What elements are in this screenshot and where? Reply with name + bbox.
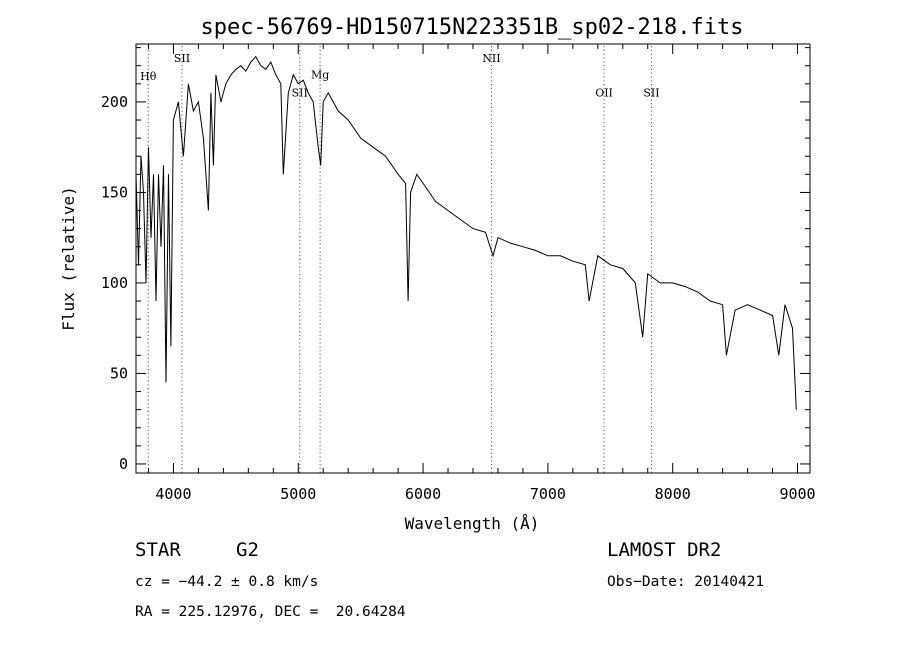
subclass: G2 [236,539,259,561]
y-tick-label-0: 0 [119,455,128,473]
line-marker-label-6: SII [643,86,659,99]
x-tick-label-5: 9000 [779,485,815,503]
redshift-text: cz = −44.2 ± 0.8 km/s [135,574,319,590]
y-tick-label-3: 150 [101,183,128,201]
line-marker-label-5: OII [595,86,613,99]
object-type: STAR [135,539,181,561]
line-marker-label-1: SII [174,52,190,65]
line-marker-label-0: Hθ [140,70,157,83]
y-tick-label-2: 100 [101,274,128,292]
chart-title: spec-56769-HD150715N223351B_sp02-218.fit… [200,15,743,40]
x-tick-label-1: 5000 [280,485,316,503]
coordinates-text: RA = 225.12976, DEC = 20.64284 [135,604,406,620]
y-tick-label-1: 50 [110,364,128,382]
x-tick-label-3: 7000 [530,485,566,503]
x-tick-label-2: 6000 [405,485,441,503]
line-marker-label-3: Mg [311,68,329,81]
plot-frame [135,43,811,474]
survey-name: LAMOST DR2 [607,539,722,561]
line-marker-label-4: NII [482,52,500,65]
x-tick-label-0: 4000 [155,485,191,503]
obs-date: Obs−Date: 20140421 [607,574,765,590]
line-marker-label-2: SII [292,86,308,99]
x-axis-label: Wavelength (Å) [405,514,540,533]
y-tick-label-4: 200 [101,93,128,111]
x-tick-label-4: 8000 [655,485,691,503]
y-axis-label: Flux (relative) [59,186,78,331]
spectrum-line [135,55,797,410]
